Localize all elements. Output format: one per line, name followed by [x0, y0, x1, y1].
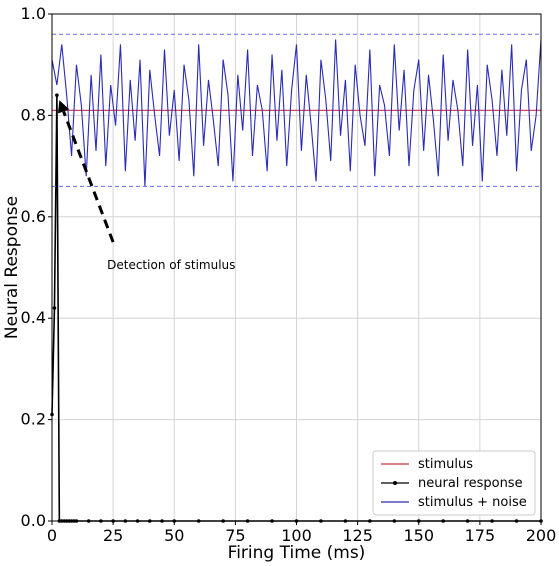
x-axis-label: Firing Time (ms)	[228, 543, 366, 563]
y-tick-label: 0.8	[21, 105, 46, 124]
stimulus-noise-line	[51, 39, 542, 187]
annotation-arrow-shaft	[62, 110, 115, 243]
y-tick-label: 0.0	[21, 511, 46, 530]
x-tick-label: 100	[281, 526, 312, 545]
annotation-text: Detection of stimulus	[107, 258, 235, 272]
y-tick-label: 0.4	[21, 308, 46, 327]
legend-label-neural-response: neural response	[418, 476, 523, 491]
x-tick-label: 150	[403, 526, 434, 545]
y-tick-label: 1.0	[21, 4, 46, 23]
annotation-arrow-head	[57, 100, 70, 114]
x-tick-label: 125	[342, 526, 373, 545]
x-tick-label: 50	[164, 526, 184, 545]
legend: stimulus neural response stimulus + noise	[372, 450, 536, 516]
annotation-layer: Detection of stimulus	[57, 100, 235, 272]
x-tick-label: 200	[526, 526, 557, 545]
legend-label-stimulus-noise: stimulus + noise	[418, 495, 527, 510]
y-axis-label: Neural Response	[2, 196, 22, 339]
x-tick-label: 175	[465, 526, 496, 545]
legend-box	[372, 450, 536, 516]
y-tick-label: 0.6	[21, 207, 46, 226]
y-tick-label: 0.2	[21, 410, 46, 429]
tick-layer: 0 25 50 75 100 125 150 175 200 0.0 0.2 0.4 0.6 0.8 1.0	[21, 4, 557, 545]
legend-label-stimulus: stimulus	[418, 457, 473, 472]
neural-response-point	[52, 306, 57, 310]
neural-response-point	[55, 93, 59, 97]
x-tick-label: 0	[47, 526, 57, 545]
legend-marker	[393, 481, 397, 485]
x-tick-label: 75	[225, 526, 245, 545]
x-tick-label: 25	[103, 526, 123, 545]
